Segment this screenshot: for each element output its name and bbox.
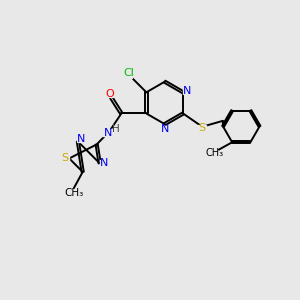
Text: N: N: [100, 158, 108, 168]
Text: O: O: [105, 89, 114, 99]
Bar: [100, 160, 109, 166]
Bar: [198, 125, 206, 131]
Text: H: H: [112, 124, 120, 134]
Text: CH₃: CH₃: [206, 148, 224, 158]
Text: N: N: [160, 124, 169, 134]
Text: N: N: [77, 134, 86, 143]
Text: Cl: Cl: [123, 68, 134, 78]
Text: N: N: [104, 128, 112, 138]
Bar: [77, 135, 86, 142]
Bar: [160, 126, 169, 133]
Text: S: S: [199, 123, 206, 133]
Text: N: N: [183, 86, 192, 96]
Bar: [122, 71, 132, 78]
Bar: [103, 129, 112, 136]
Text: CH₃: CH₃: [64, 188, 83, 198]
Text: S: S: [61, 153, 68, 164]
Bar: [105, 91, 113, 97]
Bar: [59, 155, 69, 162]
Bar: [183, 88, 192, 94]
